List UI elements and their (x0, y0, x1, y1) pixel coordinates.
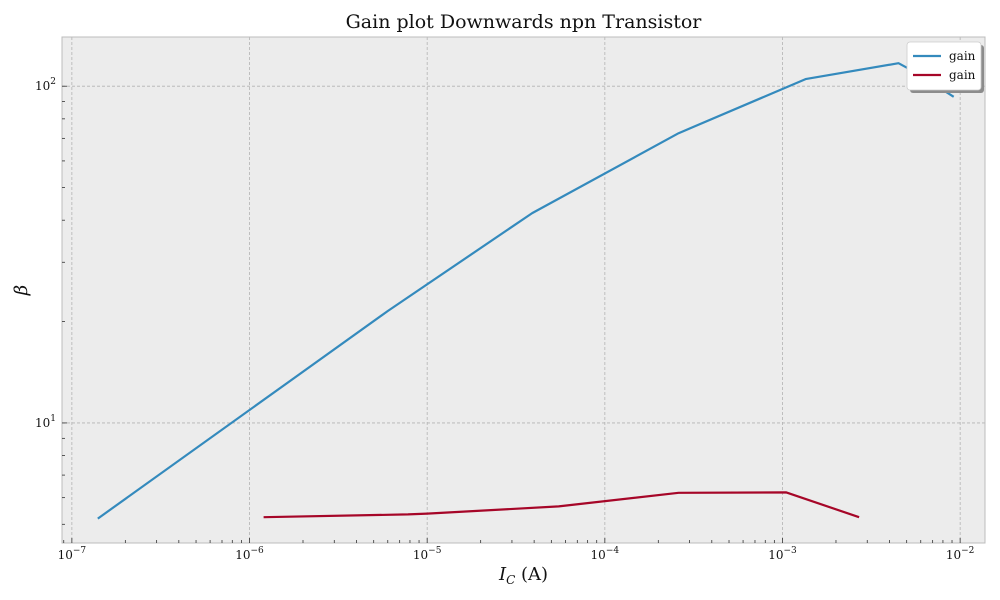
x-tick-label: 10−4 (591, 546, 620, 562)
series-line-gain (263, 491, 860, 519)
legend-box (906, 41, 982, 91)
x-tick-label: 10−6 (235, 546, 264, 562)
legend-label: gain (949, 49, 976, 63)
x-axis-label: IC (A) (498, 564, 548, 587)
x-tick-label: 10−7 (58, 546, 87, 562)
y-axis-label: β (11, 285, 32, 296)
chart-title: Gain plot Downwards npn Transistor (346, 11, 703, 33)
legend-label: gain (949, 68, 976, 82)
grid (62, 37, 985, 543)
plot-frame (61, 36, 986, 544)
x-tick-label: 10−2 (946, 546, 975, 562)
x-tick-label: 10−3 (768, 546, 797, 562)
axes: 10−7 10−6 10−5 10−4 10−3 10−2 101 102 (35, 36, 986, 562)
plot-area (62, 37, 985, 543)
y-tick-label: 102 (35, 77, 56, 93)
y-tick-label: 101 (35, 414, 56, 430)
x-tick-label: 10−5 (413, 546, 442, 562)
legend: gain gain (906, 41, 984, 93)
